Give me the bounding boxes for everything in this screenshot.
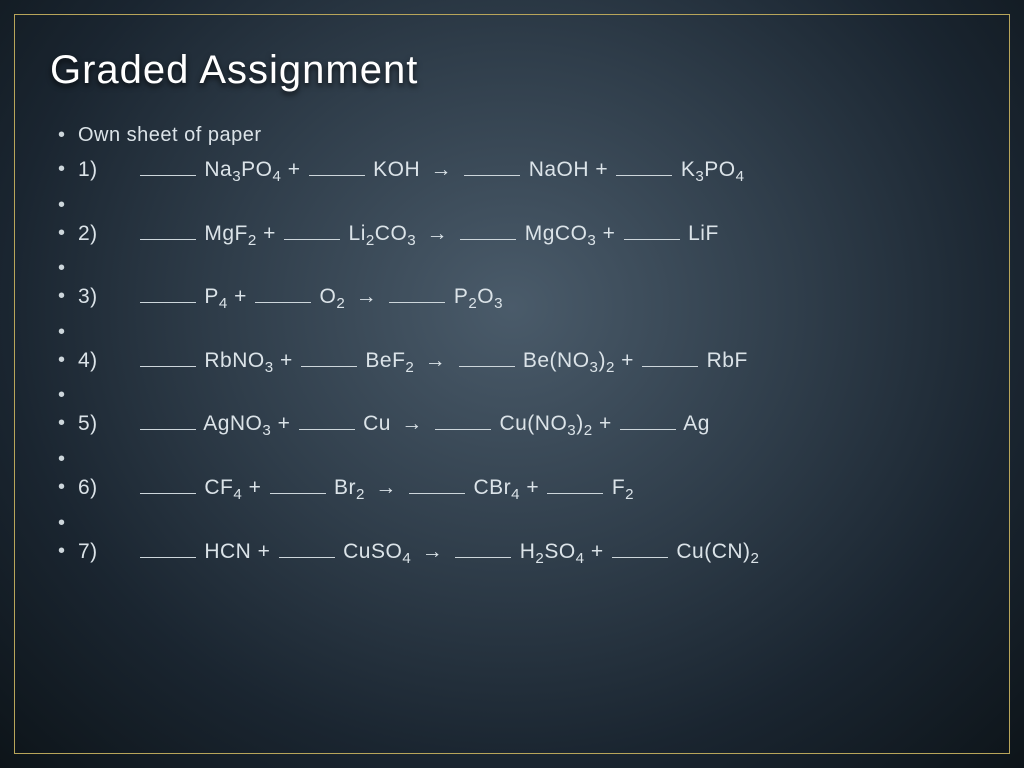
coefficient-blank xyxy=(270,475,326,494)
slide: Graded Assignment Own sheet of paper 1) … xyxy=(0,0,1024,610)
chemical-formula: LiF xyxy=(688,222,719,245)
reaction-arrow-icon: → xyxy=(427,217,449,251)
coefficient-blank xyxy=(389,284,445,303)
chemical-formula: O2 xyxy=(320,285,346,308)
coefficient-blank xyxy=(279,539,335,558)
coefficient-blank xyxy=(547,475,603,494)
coefficient-blank xyxy=(140,411,196,430)
chemical-formula: CF4 xyxy=(204,476,242,499)
equation-line: 4) RbNO3 + BeF2 → Be(NO3)2 + RbF xyxy=(54,344,974,378)
equation-line: 7) HCN + CuSO4 → H2SO4 + Cu(CN)2 xyxy=(54,535,974,569)
equation-number: 5) xyxy=(78,407,138,441)
coefficient-blank xyxy=(464,157,520,176)
coefficient-blank xyxy=(255,284,311,303)
chemical-formula: Li2CO3 xyxy=(349,222,417,245)
chemical-formula: Cu xyxy=(363,412,391,435)
chemical-formula: Ag xyxy=(683,412,710,435)
coefficient-blank xyxy=(616,157,672,176)
coefficient-blank xyxy=(284,221,340,240)
coefficient-blank xyxy=(612,539,668,558)
chemical-formula: KOH xyxy=(373,158,420,181)
spacer-line xyxy=(54,189,974,215)
slide-title: Graded Assignment xyxy=(50,48,974,93)
spacer-line xyxy=(54,316,974,342)
coefficient-blank xyxy=(642,348,698,367)
chemical-formula: MgCO3 xyxy=(525,222,597,245)
chemical-formula: CBr4 xyxy=(473,476,520,499)
coefficient-blank xyxy=(140,475,196,494)
spacer-line xyxy=(54,379,974,405)
chemical-formula: F2 xyxy=(612,476,634,499)
equation-line: 3) P4 + O2 → P2O3 xyxy=(54,280,974,314)
chemical-formula: Cu(CN)2 xyxy=(676,540,759,563)
coefficient-blank xyxy=(299,411,355,430)
spacer-line xyxy=(54,443,974,469)
equation-number: 1) xyxy=(78,153,138,187)
reaction-arrow-icon: → xyxy=(422,535,444,569)
coefficient-blank xyxy=(409,475,465,494)
equation-number: 2) xyxy=(78,217,138,251)
chemical-formula: Cu(NO3)2 xyxy=(499,412,592,435)
reaction-arrow-icon: → xyxy=(401,407,423,441)
chemical-formula: NaOH xyxy=(529,158,589,181)
chemical-formula: Br2 xyxy=(334,476,365,499)
equation-line: 1) Na3PO4 + KOH → NaOH + K3PO4 xyxy=(54,153,974,187)
coefficient-blank xyxy=(301,348,357,367)
equation-number: 6) xyxy=(78,471,138,505)
coefficient-blank xyxy=(140,539,196,558)
equation-line: 6) CF4 + Br2 → CBr4 + F2 xyxy=(54,471,974,505)
chemical-formula: MgF2 xyxy=(204,222,256,245)
equation-line: 5) AgNO3 + Cu → Cu(NO3)2 + Ag xyxy=(54,407,974,441)
reaction-arrow-icon: → xyxy=(356,280,378,314)
coefficient-blank xyxy=(140,221,196,240)
chemical-formula: RbNO3 xyxy=(204,349,273,372)
coefficient-blank xyxy=(435,411,491,430)
chemical-formula: Be(NO3)2 xyxy=(523,349,615,372)
reaction-arrow-icon: → xyxy=(425,344,447,378)
equation-number: 4) xyxy=(78,344,138,378)
chemical-formula: P4 xyxy=(204,285,227,308)
intro-line: Own sheet of paper xyxy=(54,119,974,151)
equation-line: 2) MgF2 + Li2CO3 → MgCO3 + LiF xyxy=(54,217,974,251)
chemical-formula: H2SO4 xyxy=(520,540,585,563)
chemical-formula: P2O3 xyxy=(454,285,503,308)
chemical-formula: BeF2 xyxy=(365,349,414,372)
coefficient-blank xyxy=(309,157,365,176)
chemical-formula: K3PO4 xyxy=(681,158,745,181)
chemical-formula: Na3PO4 xyxy=(204,158,281,181)
coefficient-blank xyxy=(140,284,196,303)
chemical-formula: HCN xyxy=(204,540,251,563)
coefficient-blank xyxy=(460,221,516,240)
chemical-formula: CuSO4 xyxy=(343,540,411,563)
reaction-arrow-icon: → xyxy=(431,153,453,187)
coefficient-blank xyxy=(624,221,680,240)
coefficient-blank xyxy=(140,157,196,176)
chemical-formula: AgNO3 xyxy=(203,412,271,435)
coefficient-blank xyxy=(140,348,196,367)
spacer-line xyxy=(54,507,974,533)
coefficient-blank xyxy=(455,539,511,558)
reaction-arrow-icon: → xyxy=(375,471,397,505)
equation-number: 3) xyxy=(78,280,138,314)
coefficient-blank xyxy=(459,348,515,367)
equation-number: 7) xyxy=(78,535,138,569)
spacer-line xyxy=(54,252,974,278)
chemical-formula: RbF xyxy=(707,349,748,372)
coefficient-blank xyxy=(620,411,676,430)
slide-content-list: Own sheet of paper 1) Na3PO4 + KOH → NaO… xyxy=(50,119,974,568)
